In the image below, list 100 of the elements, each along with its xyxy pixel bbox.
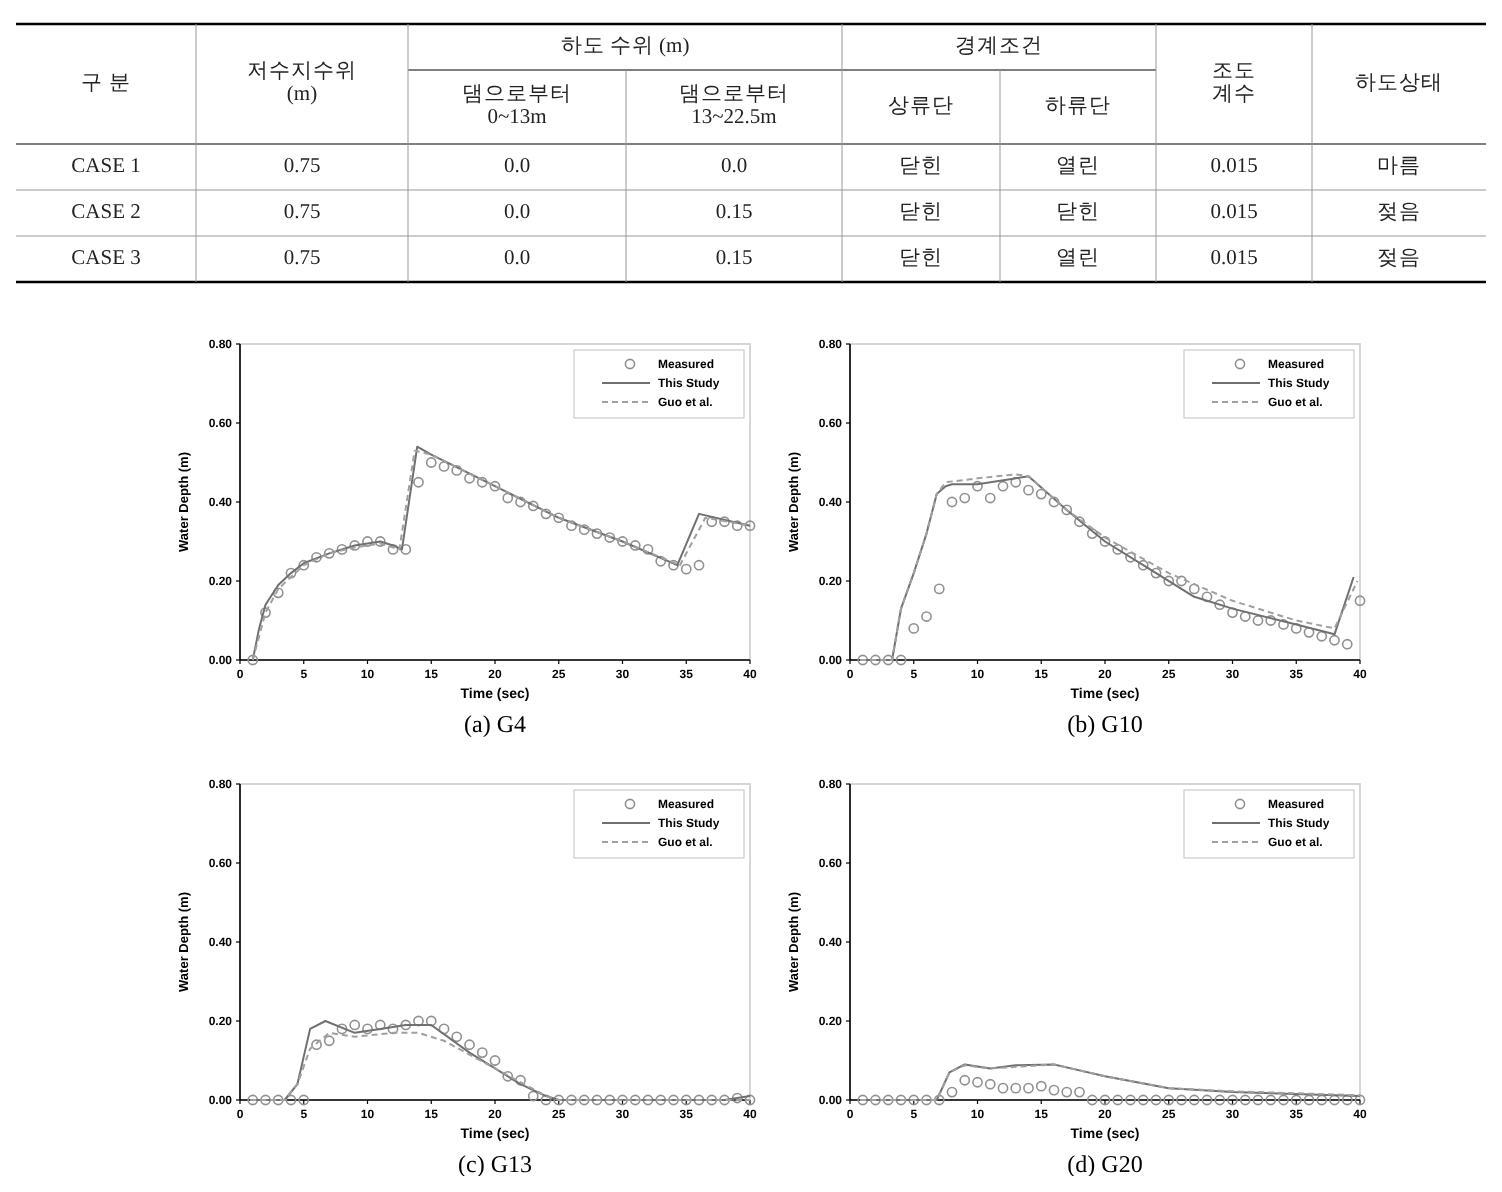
point xyxy=(908,623,920,634)
point xyxy=(972,1076,983,1088)
text: 젖음 xyxy=(1377,199,1421,224)
text: 0.015 xyxy=(1210,247,1258,270)
point xyxy=(604,1094,616,1106)
text: 0.15 xyxy=(715,247,753,270)
text: (a) G4 xyxy=(464,710,526,738)
point xyxy=(591,528,603,539)
point xyxy=(1035,1080,1047,1092)
point xyxy=(1125,551,1136,563)
point xyxy=(260,607,271,618)
point xyxy=(476,1047,488,1058)
point xyxy=(731,520,743,532)
point xyxy=(668,1094,679,1106)
text: 상류단 xyxy=(888,93,954,118)
point xyxy=(1239,1094,1251,1106)
point xyxy=(323,547,335,559)
point xyxy=(642,1094,654,1106)
point xyxy=(1214,1094,1226,1106)
text: 닫힌 xyxy=(899,153,943,178)
point xyxy=(668,559,679,571)
point xyxy=(1010,1082,1022,1094)
text: 0.0 xyxy=(503,247,531,270)
point xyxy=(1176,1094,1187,1106)
point xyxy=(362,536,373,547)
text: 댐으로부터 0~13m xyxy=(462,82,572,130)
point xyxy=(1048,496,1060,508)
point xyxy=(1252,1094,1264,1106)
text: 하도상태 xyxy=(1355,70,1443,95)
point xyxy=(882,654,894,666)
point xyxy=(1278,619,1289,630)
text: 0.015 xyxy=(1210,155,1258,178)
point xyxy=(1303,626,1315,638)
point xyxy=(578,1094,590,1106)
point xyxy=(895,654,907,666)
point xyxy=(1137,559,1149,571)
point xyxy=(706,1094,718,1106)
text: 열린 xyxy=(1056,245,1100,270)
point xyxy=(247,1094,259,1106)
point xyxy=(515,496,526,508)
point xyxy=(413,476,424,488)
point xyxy=(1290,623,1302,634)
point xyxy=(1035,488,1047,500)
text: 0.75 xyxy=(283,155,321,178)
point xyxy=(540,508,552,520)
point xyxy=(489,1055,501,1066)
point xyxy=(1074,516,1085,528)
point xyxy=(984,492,996,504)
point xyxy=(451,1031,463,1043)
point xyxy=(298,559,310,571)
point xyxy=(642,544,654,555)
point xyxy=(693,1094,705,1106)
point xyxy=(1341,638,1353,650)
point xyxy=(260,1094,271,1106)
point xyxy=(617,1094,628,1106)
point xyxy=(1303,1094,1315,1106)
point xyxy=(895,1094,907,1106)
point xyxy=(311,551,322,563)
text: CASE 2 xyxy=(71,201,141,224)
point xyxy=(1099,1094,1111,1106)
point xyxy=(425,1015,437,1027)
text: 구 분 xyxy=(81,70,131,95)
text: 0.0 xyxy=(720,155,748,178)
point xyxy=(272,1094,284,1106)
point xyxy=(997,1082,1009,1094)
point xyxy=(438,1023,450,1035)
point xyxy=(1329,634,1340,646)
point xyxy=(870,654,881,666)
point xyxy=(959,492,971,504)
text: 하류단 xyxy=(1045,93,1111,118)
point xyxy=(425,457,437,468)
point xyxy=(247,654,259,666)
text: 댐으로부터 13~22.5m xyxy=(679,82,789,130)
point xyxy=(719,516,730,528)
point xyxy=(502,1070,514,1082)
point xyxy=(1278,1094,1289,1106)
text: 0.15 xyxy=(715,201,753,224)
point xyxy=(1048,1084,1060,1096)
point xyxy=(1137,1094,1149,1106)
point xyxy=(617,536,628,547)
point xyxy=(336,544,348,555)
text: CASE 3 xyxy=(71,247,141,270)
point xyxy=(553,1094,565,1106)
point xyxy=(921,1094,932,1106)
point xyxy=(908,1094,920,1106)
point xyxy=(1188,1094,1200,1106)
point xyxy=(1316,1094,1328,1106)
text: 0.75 xyxy=(283,201,321,224)
point xyxy=(1112,1094,1124,1106)
point xyxy=(1265,1094,1277,1106)
point xyxy=(540,1094,552,1106)
point xyxy=(323,1035,335,1047)
text: 저수지수위 (m) xyxy=(247,59,357,107)
point xyxy=(1125,1094,1136,1106)
point xyxy=(1099,536,1111,547)
point xyxy=(1227,1094,1238,1106)
point xyxy=(680,1094,692,1106)
point xyxy=(1023,1082,1034,1094)
point xyxy=(489,480,501,492)
point xyxy=(1341,1094,1353,1106)
